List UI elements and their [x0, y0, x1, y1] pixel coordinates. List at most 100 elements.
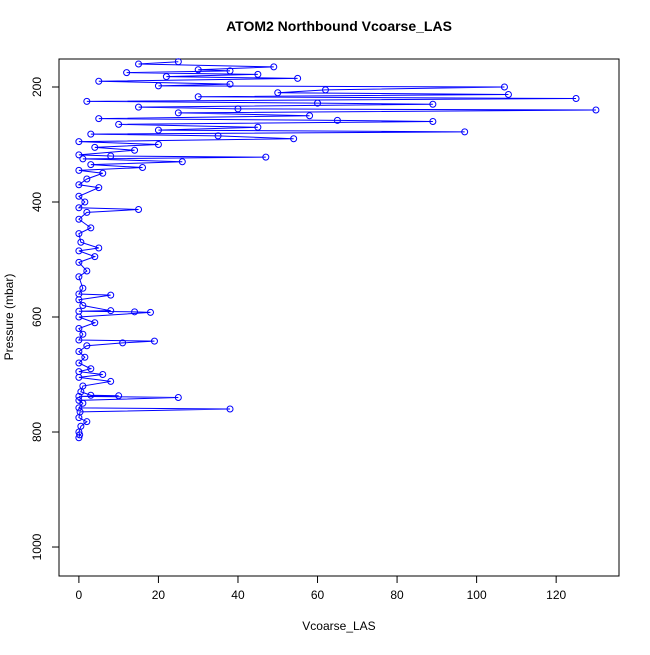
point: [79, 330, 87, 338]
point: [87, 391, 95, 399]
point: [294, 74, 302, 82]
point: [75, 166, 83, 174]
point: [135, 103, 143, 111]
point: [500, 83, 508, 91]
point: [162, 73, 170, 81]
point: [214, 132, 222, 140]
point: [75, 273, 83, 281]
point: [226, 67, 234, 75]
y-tick-label: 1000: [30, 533, 44, 560]
x-tick-label: 40: [231, 588, 245, 602]
point: [226, 80, 234, 88]
point: [194, 93, 202, 101]
point: [154, 82, 162, 90]
point: [91, 143, 99, 151]
point: [234, 105, 242, 113]
point: [131, 146, 139, 154]
point: [333, 116, 341, 124]
point: [75, 336, 83, 344]
point: [75, 359, 83, 367]
point: [461, 128, 469, 136]
point: [99, 169, 107, 177]
point: [321, 86, 329, 94]
point: [83, 175, 91, 183]
y-tick-label: 200: [30, 77, 44, 97]
point: [123, 69, 131, 77]
x-tick-label: 60: [311, 588, 325, 602]
point: [99, 371, 107, 379]
point: [429, 118, 437, 126]
point: [83, 418, 91, 426]
point: [81, 353, 89, 361]
point: [95, 77, 103, 85]
point: [174, 109, 182, 117]
y-axis-label: Pressure (mbar): [2, 274, 16, 361]
chart-title: ATOM2 Northbound Vcoarse_LAS: [226, 18, 452, 34]
x-tick-label: 120: [546, 588, 566, 602]
point: [75, 368, 83, 376]
point: [83, 97, 91, 105]
point: [91, 253, 99, 261]
point: [107, 377, 115, 385]
point: [75, 247, 83, 255]
point: [75, 392, 83, 400]
point: [87, 224, 95, 232]
point: [226, 405, 234, 413]
point: [81, 198, 89, 206]
y-tick-label: 600: [30, 307, 44, 327]
point: [75, 258, 83, 266]
x-tick-label: 100: [467, 588, 487, 602]
point: [95, 115, 103, 123]
point: [115, 120, 123, 128]
point: [314, 99, 322, 107]
point: [429, 100, 437, 108]
point: [572, 95, 580, 103]
point: [274, 89, 282, 97]
point: [154, 126, 162, 134]
point: [146, 308, 154, 316]
point: [174, 58, 182, 66]
x-axis-label: Vcoarse_LAS: [302, 619, 375, 633]
point: [87, 130, 95, 138]
point: [75, 230, 83, 238]
y-tick-label: 400: [30, 192, 44, 212]
point: [77, 422, 85, 430]
point: [79, 382, 87, 390]
point: [91, 319, 99, 327]
point: [115, 392, 123, 400]
point: [75, 192, 83, 200]
point: [76, 408, 84, 416]
point: [95, 184, 103, 192]
x-tick-label: 20: [152, 588, 166, 602]
point: [83, 342, 91, 350]
point: [504, 90, 512, 98]
point: [194, 66, 202, 74]
point: [131, 308, 139, 316]
point: [77, 238, 85, 246]
point: [135, 205, 143, 213]
point: [79, 284, 87, 292]
point: [83, 267, 91, 275]
point: [139, 164, 147, 172]
x-tick-label: 0: [76, 588, 83, 602]
point: [119, 339, 127, 347]
point: [95, 244, 103, 252]
point: [306, 112, 314, 120]
point: [75, 181, 83, 189]
point: [254, 70, 262, 78]
point: [75, 404, 83, 412]
point: [75, 138, 83, 146]
point: [75, 290, 83, 298]
point: [75, 325, 83, 333]
point: [135, 60, 143, 68]
point: [75, 215, 83, 223]
point: [75, 348, 83, 356]
point: [178, 158, 186, 166]
point: [107, 307, 115, 315]
point: [87, 365, 95, 373]
point: [76, 431, 84, 439]
point: [75, 204, 83, 212]
point: [79, 155, 87, 163]
